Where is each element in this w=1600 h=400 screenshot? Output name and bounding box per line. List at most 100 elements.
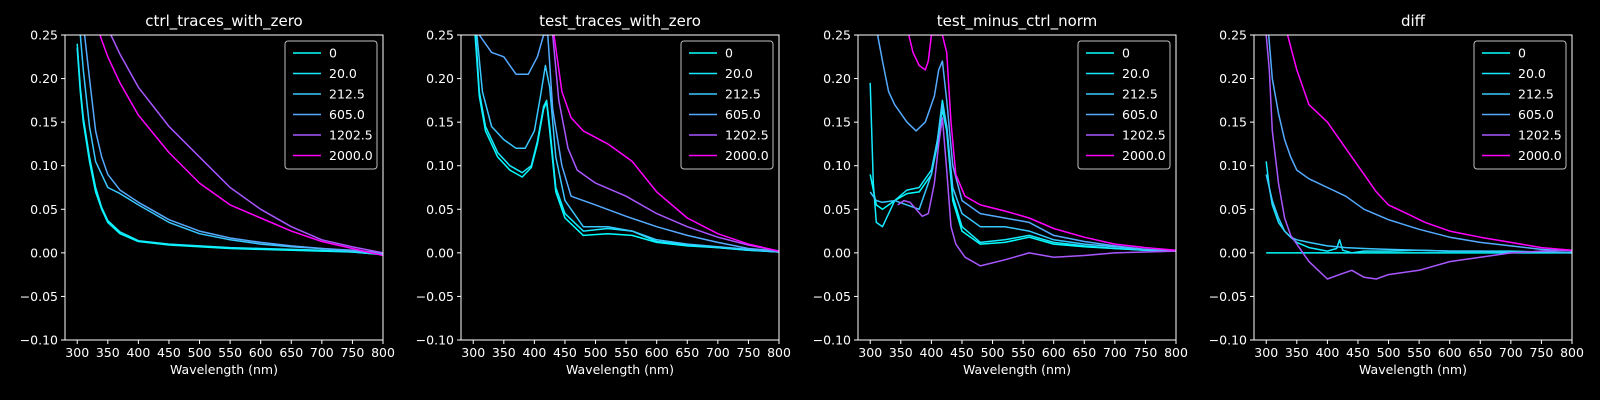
x-tick-label: 350 [889, 345, 913, 360]
x-tick-label: 350 [96, 345, 120, 360]
y-tick-label: −0.05 [813, 289, 851, 304]
chart-panel-3: 300 350 400 450 500 550 600 650 700 750 800 −0.10 −0… [813, 12, 1188, 377]
y-tick-label: 0.25 [426, 28, 454, 43]
legend-entry-label: 20.0 [1518, 66, 1546, 81]
x-tick-label: 400 [522, 345, 546, 360]
series-line-1202.5 [110, 35, 383, 254]
legend-entry-label: 212.5 [725, 87, 761, 102]
x-tick-label: 700 [706, 345, 730, 360]
legend-entry-label: 1202.5 [1122, 128, 1166, 143]
y-tick-label: −0.10 [20, 333, 58, 348]
y-tick-label: 0.15 [426, 115, 454, 130]
legend-entry-label: 605.0 [1518, 107, 1554, 122]
y-tick-label: 0.25 [823, 28, 851, 43]
chart-panel-4: 300 350 400 450 500 550 600 650 700 750 800 −0.10 −0… [1209, 12, 1584, 377]
x-tick-label: 650 [1468, 345, 1492, 360]
series-line-212.5 [869, 103, 1176, 252]
y-tick-label: 0.20 [426, 71, 454, 86]
legend-entry-label: 1202.5 [725, 128, 769, 143]
x-axis-label: Wavelength (nm) [566, 362, 674, 377]
y-tick-label: 0.15 [1219, 115, 1247, 130]
x-tick-label: 400 [126, 345, 150, 360]
legend-entry-label: 20.0 [1122, 66, 1150, 81]
legend-entry-label: 0 [1122, 46, 1130, 61]
legend-entry-label: 1202.5 [329, 128, 373, 143]
legend: 0 20.0 212.5 605.0 1202.5 2000.0 [680, 40, 774, 170]
x-tick-label: 300 [858, 345, 882, 360]
x-tick-label: 750 [736, 345, 760, 360]
x-tick-label: 500 [1377, 345, 1401, 360]
legend: 0 20.0 212.5 605.0 1202.5 2000.0 [1473, 40, 1567, 170]
x-tick-label: 800 [1560, 345, 1584, 360]
y-tick-label: 0.25 [1219, 28, 1247, 43]
series-line-2000.0 [99, 35, 383, 257]
x-tick-label: 300 [461, 345, 485, 360]
y-tick-label: 0.15 [30, 115, 58, 130]
x-tick-label: 300 [65, 345, 89, 360]
legend-entry-label: 0 [725, 46, 733, 61]
x-axis-label: Wavelength (nm) [1359, 362, 1467, 377]
legend-entry-label: 1202.5 [1518, 128, 1562, 143]
y-tick-label: 0.10 [30, 158, 58, 173]
x-tick-label: 750 [340, 345, 364, 360]
legend-entry-label: 20.0 [725, 66, 753, 81]
x-tick-label: 650 [279, 345, 303, 360]
legend-entry-label: 605.0 [329, 107, 365, 122]
series-line-2000.0 [908, 35, 1176, 251]
y-tick-label: 0.05 [30, 202, 58, 217]
x-tick-label: 500 [981, 345, 1005, 360]
y-tick-label: 0.05 [823, 202, 851, 217]
x-tick-label: 800 [767, 345, 791, 360]
x-tick-label: 450 [553, 345, 577, 360]
x-axis-label: Wavelength (nm) [963, 362, 1071, 377]
x-tick-label: 450 [1346, 345, 1370, 360]
series-line-605.0 [1267, 35, 1572, 252]
legend-entry-label: 0 [1518, 46, 1526, 61]
x-tick-label: 300 [1254, 345, 1278, 360]
x-tick-label: 450 [157, 345, 181, 360]
series-line-20.0 [474, 35, 779, 253]
legend-entry-label: 2000.0 [329, 148, 373, 163]
y-tick-label: −0.05 [20, 289, 58, 304]
legend-entry-label: 2000.0 [1122, 148, 1166, 163]
y-tick-label: 0.15 [823, 115, 851, 130]
plot-frame [857, 34, 1177, 341]
x-tick-label: 550 [614, 345, 638, 360]
x-tick-label: 600 [645, 345, 669, 360]
legend-entry-label: 212.5 [329, 87, 365, 102]
legend-entry-label: 0 [329, 46, 337, 61]
x-tick-label: 800 [371, 345, 395, 360]
x-tick-label: 600 [249, 345, 273, 360]
legend-entry-label: 2000.0 [725, 148, 769, 163]
y-tick-label: −0.10 [416, 333, 454, 348]
x-tick-label: 550 [218, 345, 242, 360]
x-tick-label: 700 [310, 345, 334, 360]
series-line-212.5 [1265, 174, 1572, 254]
x-tick-label: 500 [188, 345, 212, 360]
x-tick-label: 700 [1499, 345, 1523, 360]
legend-entry-label: 605.0 [725, 107, 761, 122]
series-line-2000.0 [1286, 35, 1572, 251]
y-tick-label: −0.05 [416, 289, 454, 304]
x-tick-label: 750 [1529, 345, 1553, 360]
series-line-605.0 [478, 35, 779, 252]
y-tick-label: −0.10 [1209, 333, 1247, 348]
y-tick-label: 0.20 [823, 71, 851, 86]
series-line-212.5 [476, 35, 779, 253]
x-tick-label: 550 [1407, 345, 1431, 360]
chart-title: diff [1401, 12, 1426, 30]
traces [474, 35, 779, 253]
plot-frame [64, 34, 384, 341]
legend: 0 20.0 212.5 605.0 1202.5 2000.0 [284, 40, 378, 170]
legend: 0 20.0 212.5 605.0 1202.5 2000.0 [1077, 40, 1171, 170]
series-line-1202.5 [551, 35, 779, 252]
x-axis-label: Wavelength (nm) [170, 362, 278, 377]
x-tick-label: 750 [1133, 345, 1157, 360]
legend-entry-label: 2000.0 [1518, 148, 1562, 163]
legend-entry-label: 605.0 [1122, 107, 1158, 122]
legend-entry-label: 212.5 [1518, 87, 1554, 102]
y-tick-label: 0.10 [426, 158, 454, 173]
traces [76, 35, 383, 257]
traces [869, 35, 1176, 267]
